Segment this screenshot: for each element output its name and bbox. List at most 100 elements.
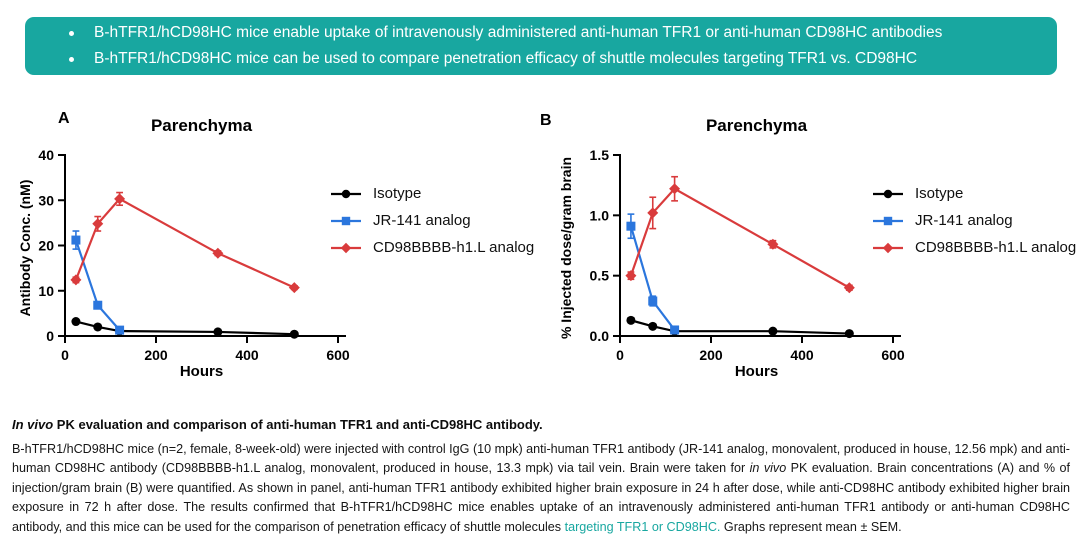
legend-item: JR-141 analog: [872, 212, 1076, 229]
x-axis-label-a: Hours: [179, 363, 224, 380]
axes: [613, 154, 901, 343]
data-point: [288, 282, 300, 294]
legend-marker-icon: [873, 189, 903, 198]
series-cd98bbbb-h1-l-analog: [625, 175, 855, 294]
data-point: [843, 282, 855, 294]
series-line: [630, 319, 850, 335]
x-tick-label: 400: [790, 347, 814, 363]
chart-panel-a: 0 10 20 30 40 0 200 400 600 A Parenchyma Antibod…: [17, 103, 540, 395]
panel-label-a: A: [58, 110, 70, 127]
y-tick-label: 30: [38, 192, 54, 208]
data-point: [212, 247, 224, 259]
legend-item: CD98BBBB-h1.L analog: [330, 239, 534, 256]
data-point: [93, 300, 103, 310]
chart-title-a: Parenchyma: [150, 116, 253, 135]
legend-label: JR-141 analog: [373, 212, 471, 229]
x-tick-label: 0: [61, 347, 69, 363]
banner-bullet-2-text: B-hTFR1/hCD98HC mice can be used to comp…: [94, 50, 918, 67]
data-point: [71, 235, 81, 245]
legend-marker: [341, 216, 351, 225]
y-axis-label-b: % Injected dose/gram brain: [558, 156, 574, 340]
x-tick-label: 200: [144, 347, 168, 363]
legend-marker-icon: [873, 242, 903, 253]
bullet-icon: [69, 30, 74, 36]
legend-marker-icon: [331, 242, 361, 253]
series-isotype: [626, 315, 854, 339]
banner-bullet-2: B-hTFR1/hCD98HC mice can be used to comp…: [25, 47, 1057, 71]
caption-body-italic: in vivo: [749, 461, 787, 476]
data-point: [70, 274, 82, 286]
data-point: [767, 238, 779, 250]
x-tick-label: 400: [235, 347, 259, 363]
legend-marker: [882, 242, 894, 253]
legend-marker-icon: [873, 216, 903, 225]
legend-item: Isotype: [330, 185, 534, 202]
data-point: [670, 325, 680, 335]
data-point: [115, 325, 125, 335]
legend-marker: [341, 189, 351, 198]
y-tick-label: 0.5: [590, 268, 610, 284]
x-tick-label: 600: [881, 347, 905, 363]
series-line: [74, 197, 295, 289]
x-tick-label: 200: [699, 347, 723, 363]
data-point: [114, 193, 126, 205]
legend-item: CD98BBBB-h1.L analog: [872, 239, 1076, 256]
data-point: [768, 326, 778, 336]
y-tick-label: 0.0: [590, 328, 610, 344]
x-tick-label: 0: [616, 347, 624, 363]
legend-label: CD98BBBB-h1.L analog: [915, 239, 1077, 256]
data-point: [647, 207, 659, 219]
x-axis-label-b: Hours: [734, 363, 779, 380]
caption-body-teal: targeting TFR1 or CD98HC.: [564, 519, 721, 534]
legend-label: Isotype: [915, 185, 964, 202]
y-tick-label: 1.0: [590, 207, 610, 223]
y-tick-label: 40: [38, 147, 54, 163]
data-point: [289, 329, 299, 339]
series-line: [629, 187, 850, 289]
y-tick-label: 0: [46, 328, 54, 344]
legend-marker: [883, 189, 893, 198]
series-cd98bbbb-h1-l-analog: [70, 191, 300, 294]
banner-bullet-1-text: B-hTFR1/hCD98HC mice enable uptake of in…: [94, 24, 943, 41]
caption-title-rest: PK evaluation and comparison of anti-hum…: [53, 417, 543, 432]
legend-marker-icon: [331, 189, 361, 198]
y-axis-label-a: Antibody Conc. (nM): [17, 179, 33, 317]
legend-marker: [883, 216, 893, 225]
legend-marker-icon: [331, 216, 361, 225]
data-point: [648, 296, 658, 306]
caption-body-2: PK evaluation. Brain concentrations (A) …: [12, 461, 1070, 534]
series-line: [74, 239, 121, 331]
legend-marker: [340, 242, 352, 253]
caption-title: In vivo PK evaluation and comparison of …: [12, 417, 543, 432]
data-point: [626, 315, 636, 325]
y-tick-label: 20: [38, 238, 54, 254]
banner-bullet-1: B-hTFR1/hCD98HC mice enable uptake of in…: [25, 21, 1057, 45]
legend-label: JR-141 analog: [915, 212, 1013, 229]
y-tick-label: 1.5: [590, 147, 610, 163]
x-tick-label: 600: [326, 347, 350, 363]
data-point: [844, 329, 854, 339]
data-point: [648, 321, 658, 331]
data-point: [625, 270, 637, 282]
data-point: [213, 327, 223, 337]
series-line: [629, 225, 676, 331]
caption-body: B-hTFR1/hCD98HC mice (n=2, female, 8-wee…: [12, 440, 1070, 537]
plot-area-b: 0.0 0.5 1.0 1.5 0 200 400 600: [590, 147, 905, 363]
legend-label: CD98BBBB-h1.L analog: [373, 239, 535, 256]
bullet-icon: [69, 56, 74, 62]
legend-b: Isotype JR-141 analog CD98BBBB-h1.L analog: [872, 185, 1076, 256]
data-point: [669, 183, 681, 195]
axes: [58, 154, 346, 343]
chart-title-b: Parenchyma: [705, 116, 808, 135]
series-jr-141-analog: [626, 213, 680, 335]
data-point: [626, 221, 636, 231]
caption-body-1: B-hTFR1/hCD98HC mice (n=2, female, 8-wee…: [12, 442, 1070, 476]
panel-label-b: B: [540, 112, 552, 129]
data-point: [71, 317, 81, 327]
chart-panel-b: 0.0 0.5 1.0 1.5 0 200 400 600 B Parenchyma % In…: [540, 103, 1080, 395]
legend-a: Isotype JR-141 analog CD98BBBB-h1.L analog: [330, 185, 534, 256]
key-findings-banner: B-hTFR1/hCD98HC mice enable uptake of in…: [25, 17, 1057, 75]
legend-item: Isotype: [872, 185, 1076, 202]
